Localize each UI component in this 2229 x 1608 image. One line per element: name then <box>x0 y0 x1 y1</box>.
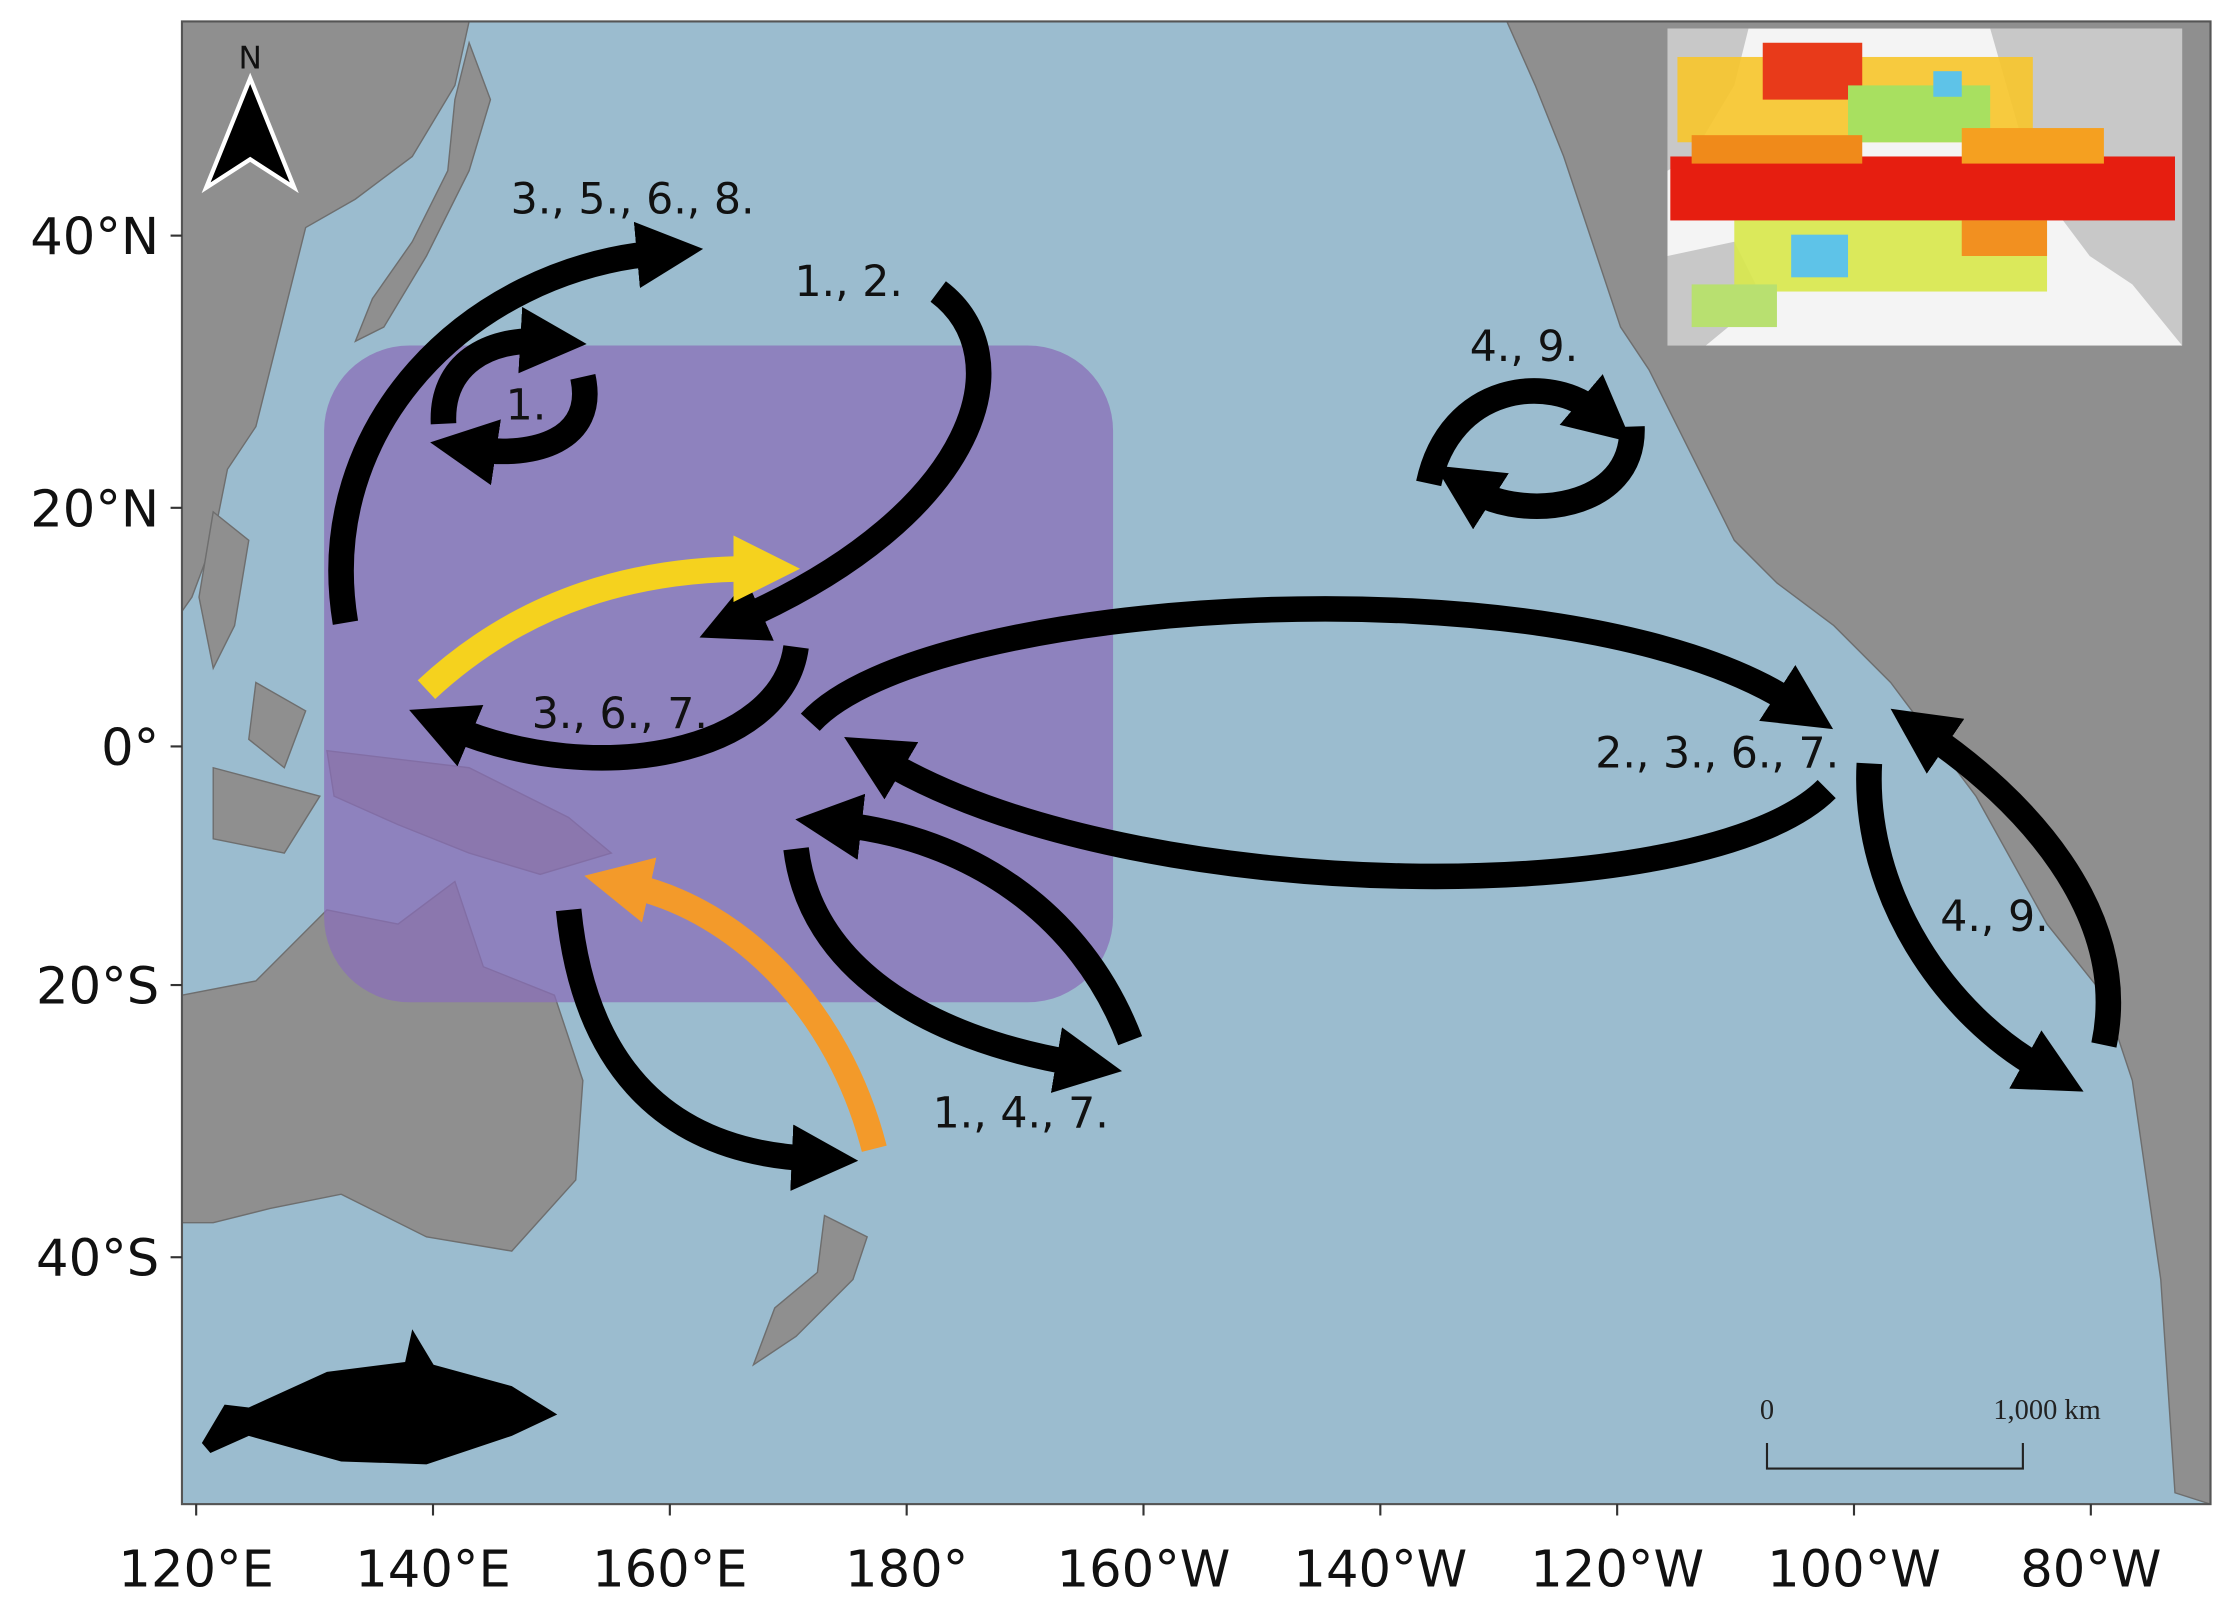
inset-land <box>1667 28 2183 346</box>
arrow <box>1434 426 1645 530</box>
arrow-yellow <box>417 535 800 699</box>
inset-cell <box>1961 128 2104 164</box>
map-frame <box>180 20 2212 1506</box>
arrow <box>699 281 992 641</box>
arrow <box>430 374 598 486</box>
inset-cell <box>1961 220 2048 256</box>
americas <box>1506 21 2211 1505</box>
lat-tick-label: 0° <box>101 719 159 778</box>
migration-arrows <box>328 221 2122 1191</box>
arrow-label: 3., 6., 7. <box>532 689 708 739</box>
lat-tick-label: 40°N <box>30 208 159 267</box>
arrow <box>328 221 704 625</box>
arrow <box>800 596 1834 732</box>
inset-cell <box>1791 234 1849 278</box>
lon-tick-label: 140°W <box>1293 1541 1467 1600</box>
new-zealand <box>751 1214 869 1367</box>
islands <box>198 510 321 854</box>
arrow-orange <box>584 857 887 1152</box>
arrow <box>1856 762 2084 1092</box>
lon-tick-label: 120°E <box>118 1541 274 1600</box>
lon-tick-label: 100°W <box>1767 1541 1941 1600</box>
arrow-label: 4., 9. <box>1470 322 1578 372</box>
inset-cell <box>1670 156 2175 221</box>
lon-tick-label: 180° <box>845 1541 968 1600</box>
arrow <box>409 644 809 771</box>
lat-tick-label: 40°S <box>36 1230 159 1289</box>
inset-cell <box>1691 135 1863 164</box>
lon-tick-label: 120°W <box>1530 1541 1704 1600</box>
graticule-ticks: 40°N 20°N 0° 20°S 40°S 120°E 140°E 160°E 180° 160… <box>30 208 2161 1599</box>
arrow-label: 1., 2. <box>794 257 902 307</box>
scale-line <box>1765 1442 2024 1470</box>
lon-tick-label: 160°E <box>592 1541 748 1600</box>
map-area: 3., 5., 6., 8. 1., 2. 1. 4., 9. 3., 6., … <box>181 21 2211 1505</box>
arrow-label: 1. <box>506 380 547 430</box>
lat-tick-label: 20°N <box>30 480 159 539</box>
inset-cell <box>1933 71 1962 97</box>
scale-bar: 0 1,000 km <box>1760 1395 2101 1470</box>
arrow-labels: 3., 5., 6., 8. 1., 2. 1. 4., 9. 3., 6., … <box>506 174 2049 1138</box>
arrow <box>1890 708 2122 1048</box>
japan <box>354 40 492 343</box>
inset-cell <box>1691 284 1777 328</box>
arrow <box>1416 374 1632 487</box>
lat-tick-label: 20°S <box>36 958 159 1017</box>
arrow-label: 1., 4., 7. <box>933 1088 1109 1138</box>
lon-tick-label: 160°W <box>1057 1541 1231 1600</box>
arrow <box>555 908 859 1191</box>
arrow-label: 2., 3., 6., 7. <box>1595 729 1839 779</box>
north-arrow: N <box>201 40 299 194</box>
tuna-silhouette <box>201 1329 558 1465</box>
arrow-label: 4., 9. <box>1940 892 2048 942</box>
arrow <box>795 793 1143 1046</box>
lon-tick-label: 80°W <box>2020 1541 2161 1600</box>
inset-map <box>1667 28 2183 346</box>
scale-start: 0 <box>1760 1395 1774 1426</box>
arrow <box>783 847 1123 1093</box>
north-arrow-shape <box>201 72 299 194</box>
asia <box>181 21 470 613</box>
inset-cell <box>1762 42 1863 100</box>
lon-tick-label: 140°E <box>355 1541 511 1600</box>
arrow <box>844 737 1836 890</box>
arrow <box>430 306 587 425</box>
scale-end: 1,000 km <box>1993 1395 2100 1426</box>
north-label: N <box>238 40 261 76</box>
arrow-label: 3., 5., 6., 8. <box>511 174 755 224</box>
